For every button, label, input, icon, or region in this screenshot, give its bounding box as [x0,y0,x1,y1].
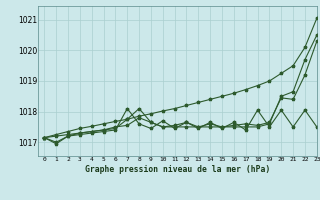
X-axis label: Graphe pression niveau de la mer (hPa): Graphe pression niveau de la mer (hPa) [85,165,270,174]
